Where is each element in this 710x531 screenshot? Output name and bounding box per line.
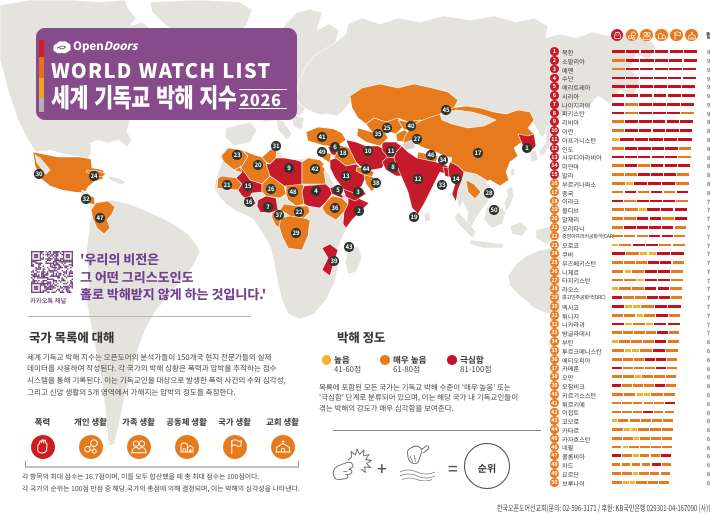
svg-text:18: 18: [339, 148, 347, 157]
svg-text:34: 34: [439, 155, 447, 164]
svg-text:32: 32: [82, 194, 90, 203]
svg-text:17: 17: [474, 148, 482, 157]
svg-text:23: 23: [233, 150, 241, 159]
svg-text:9: 9: [287, 163, 291, 172]
svg-text:30: 30: [35, 169, 43, 178]
svg-text:22: 22: [295, 207, 303, 216]
svg-text:43: 43: [345, 242, 353, 251]
svg-text:25: 25: [383, 123, 391, 132]
svg-text:33: 33: [438, 180, 446, 189]
svg-text:27: 27: [413, 134, 421, 143]
svg-text:19: 19: [410, 212, 418, 221]
svg-text:13: 13: [342, 171, 350, 180]
svg-text:41: 41: [318, 132, 326, 141]
svg-text:12: 12: [414, 174, 422, 183]
svg-text:14: 14: [452, 174, 460, 183]
svg-text:10: 10: [364, 146, 372, 155]
svg-text:7: 7: [266, 202, 270, 211]
svg-text:48: 48: [289, 187, 297, 196]
svg-text:15: 15: [244, 181, 252, 190]
svg-text:2: 2: [357, 206, 361, 215]
svg-text:37: 37: [275, 210, 283, 219]
svg-text:45: 45: [442, 105, 450, 114]
svg-text:44: 44: [362, 164, 370, 173]
svg-text:16: 16: [245, 197, 253, 206]
svg-text:29: 29: [292, 228, 300, 237]
svg-text:21: 21: [223, 180, 231, 189]
svg-text:49: 49: [318, 147, 326, 156]
svg-text:20: 20: [254, 160, 262, 169]
svg-text:24: 24: [90, 171, 98, 180]
svg-text:4: 4: [314, 186, 318, 195]
svg-text:50: 50: [490, 205, 498, 214]
svg-text:6: 6: [333, 142, 337, 151]
svg-text:31: 31: [272, 141, 280, 150]
svg-text:28: 28: [485, 188, 493, 197]
svg-text:38: 38: [372, 178, 380, 187]
svg-text:3: 3: [356, 187, 360, 196]
svg-text:39: 39: [330, 256, 338, 265]
svg-text:26: 26: [267, 184, 275, 193]
svg-text:8: 8: [391, 162, 395, 171]
svg-text:1: 1: [525, 143, 529, 152]
svg-text:47: 47: [96, 213, 104, 222]
svg-text:46: 46: [427, 150, 435, 159]
svg-text:40: 40: [407, 121, 415, 130]
svg-text:35: 35: [374, 129, 382, 138]
svg-text:42: 42: [311, 164, 319, 173]
svg-text:11: 11: [387, 146, 395, 155]
svg-text:36: 36: [331, 203, 339, 212]
svg-text:5: 5: [336, 185, 340, 194]
